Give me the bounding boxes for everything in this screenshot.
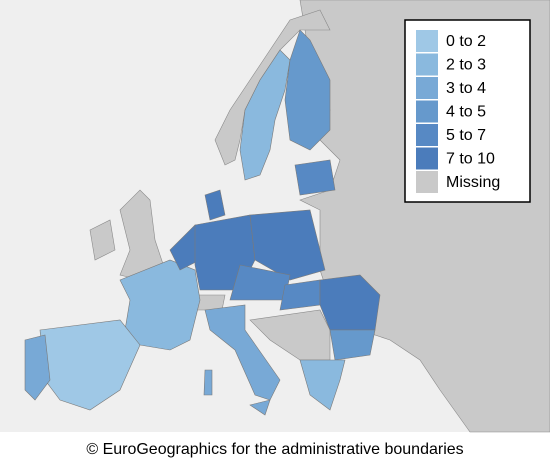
- legend-label: 3 to 4: [446, 80, 486, 97]
- legend-swatch: [416, 100, 438, 123]
- legend-label: 2 to 3: [446, 57, 486, 74]
- country: [239, 49, 291, 181]
- legend-swatch: [416, 77, 438, 99]
- caption: © EuroGeographics for the administrative…: [86, 441, 463, 458]
- country: [294, 159, 336, 196]
- legend-swatch: [416, 147, 438, 170]
- legend: 0 to 2 2 to 3 3 to 4 4 to 5 5 to 7 7 to 10 Mis…: [404, 19, 531, 203]
- legend-label: 4 to 5: [446, 104, 486, 121]
- legend-label: 7 to 10: [446, 151, 495, 168]
- legend-label: 5 to 7: [446, 127, 486, 144]
- legend-swatch: [416, 124, 438, 146]
- country: [284, 29, 331, 151]
- country: [299, 359, 346, 411]
- legend-swatch: [416, 171, 438, 193]
- country: [249, 399, 271, 416]
- country: [204, 189, 226, 221]
- legend-label: Missing: [446, 174, 500, 191]
- country: [24, 334, 51, 401]
- legend-swatch: [416, 53, 438, 76]
- country: [249, 209, 326, 281]
- legend-label: 0 to 2: [446, 33, 486, 50]
- legend-swatch: [416, 30, 438, 52]
- country: [203, 369, 213, 396]
- ireland: [89, 219, 116, 261]
- country: [329, 329, 376, 361]
